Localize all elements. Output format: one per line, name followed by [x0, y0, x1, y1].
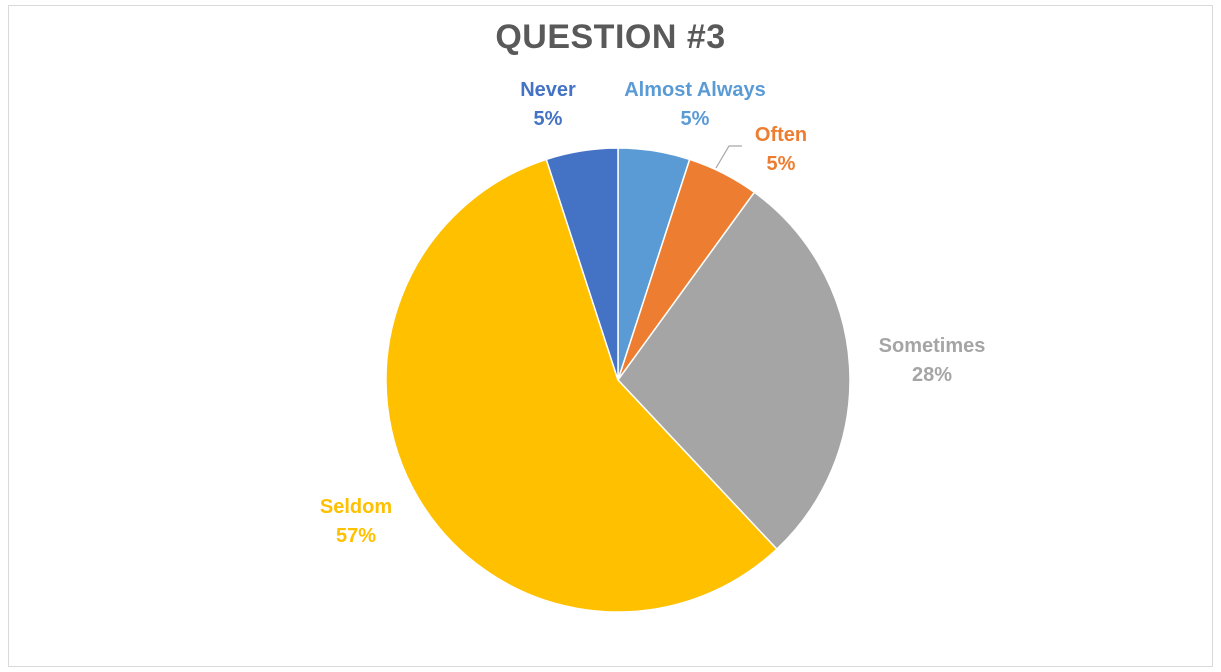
slice-label-sometimes: Sometimes: [879, 335, 986, 357]
slice-label-almost-always: Almost Always: [624, 79, 766, 101]
pie-slice-seldom: [385, 158, 778, 613]
slice-value-often: 5%: [767, 153, 796, 175]
pie-slice-never: [545, 147, 619, 381]
slice-label-often: Often: [755, 124, 807, 146]
slice-value-sometimes: 28%: [912, 364, 952, 386]
pie-slice-sometimes: [617, 191, 851, 551]
slice-value-never: 5%: [534, 108, 563, 130]
chart-title: QUESTION #3: [495, 18, 726, 56]
slice-label-never: Never: [520, 79, 576, 101]
slice-value-seldom: 57%: [336, 525, 376, 547]
slice-value-almost-always: 5%: [681, 108, 710, 130]
leader-line-often: [715, 145, 742, 169]
slice-label-seldom: Seldom: [320, 496, 392, 518]
